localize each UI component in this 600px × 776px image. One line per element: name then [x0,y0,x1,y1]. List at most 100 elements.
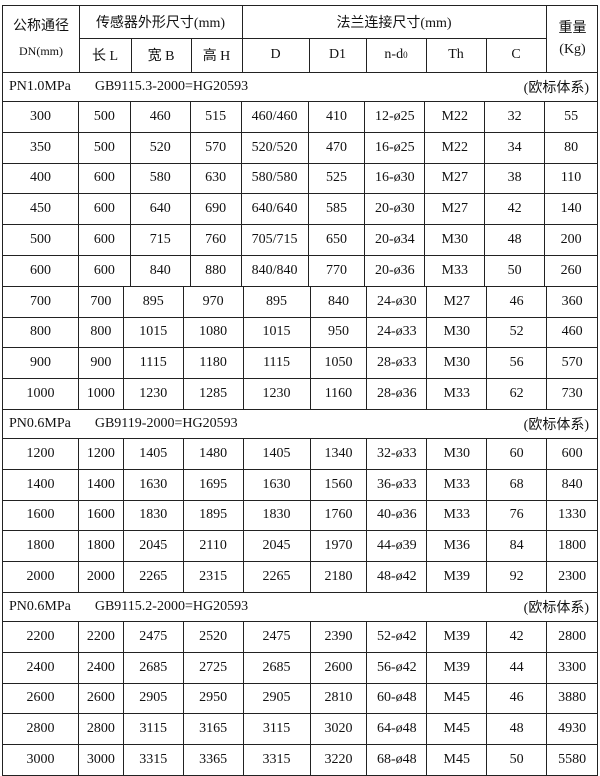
table-cell: 1800 [79,531,124,562]
table-cell: 2390 [311,621,368,652]
table-cell: 52 [487,317,548,348]
table-cell: 38 [485,163,546,194]
table-cell: 1340 [311,438,368,469]
table-cell: M22 [425,102,486,132]
table-cell: 840 [547,469,599,500]
table-cell: 650 [309,225,366,255]
table-cell: 460 [547,317,599,348]
table-cell: 3000 [79,745,124,775]
table-cell: 600 [79,255,131,286]
table-cell: 2200 [79,621,124,652]
table-cell: 1600 [3,500,79,531]
table-cell: M27 [425,194,486,225]
col-length: 长 L [91,49,119,64]
table-cell: 46 [487,286,548,317]
table-row: 1000 1000 1230 1285 1230 1160 28-ø36 M33 62 730 [2,379,599,410]
table-cell: M33 [427,379,488,409]
table-cell: 2045 [244,531,311,562]
table-cell: 895 [124,286,184,317]
table-cell: 3315 [124,745,184,775]
table-row: 2200 2200 2475 2520 2475 2390 52-ø42 M39 42 2800 [2,621,599,653]
table-cell: 770 [309,255,366,286]
table-cell: 1560 [311,469,368,500]
table-cell: 3365 [184,745,244,775]
pressure-rating: PN0.6MPa [9,415,71,431]
table-cell: 3165 [184,714,244,745]
table-cell: 500 [3,225,79,255]
table-cell: 900 [79,348,124,379]
standard-system: (欧标体系) [523,417,589,433]
table-row: 350 500 520 570 520/520 470 16-ø25 M22 34 80 [2,132,599,164]
table-cell: 1000 [3,379,79,409]
table-cell: 110 [545,163,599,194]
table-cell: 500 [79,132,131,163]
table-cell: 1015 [124,317,184,348]
table-cell: 2200 [3,621,79,652]
table-cell: 3220 [311,745,368,775]
table-cell: 2180 [311,562,368,592]
table-cell: 2475 [244,621,311,652]
table-cell: M39 [427,562,488,592]
flange-standard: GB9119-2000=HG20593 [94,415,238,431]
table-cell: M27 [425,163,486,194]
table-cell: 2400 [3,652,79,683]
table-cell: 1180 [184,348,244,379]
table-cell: 1000 [79,379,124,409]
table-cell: 1230 [124,379,184,409]
table-cell: 64-ø48 [367,714,428,745]
table-cell: 460/460 [242,102,309,132]
table-cell: M45 [427,714,488,745]
table-cell: 56 [487,348,548,379]
table-cell: 1050 [311,348,368,379]
table-cell: 2905 [244,683,311,714]
table-cell: 400 [3,163,79,194]
table-cell: 1895 [184,500,244,531]
table-row: 1800 1800 2045 2110 2045 1970 44-ø39 M36 84 1800 [2,531,599,563]
table-cell: 580 [131,163,191,194]
table-cell: 800 [3,317,79,348]
table-cell: 3300 [547,652,599,683]
table-row: 3000 3000 3315 3365 3315 3220 68-ø48 M45 50 5580 [2,745,599,776]
table-cell: 2265 [124,562,184,592]
table-cell: 48 [485,225,546,255]
table-cell: 1630 [244,469,311,500]
table-cell: 60 [487,438,548,469]
table-row: 800 800 1015 1080 1015 950 24-ø33 M30 52 460 [2,317,599,349]
table-row: 400 600 580 630 580/580 525 16-ø30 M27 38 110 [2,163,599,195]
table-cell: 20-ø30 [365,194,426,225]
table-cell: 2600 [79,683,124,714]
table-cell: 2045 [124,531,184,562]
table-cell: 715 [131,225,191,255]
flange-standard: GB9115.3-2000=HG20593 [94,79,249,94]
table-cell: 36-ø33 [367,469,428,500]
table-row: 700 700 895 970 895 840 24-ø30 M27 46 360 [2,286,599,318]
table-cell: 2685 [124,652,184,683]
table-cell: 56-ø42 [367,652,428,683]
table-cell: 1115 [124,348,184,379]
table-cell: 520 [131,132,191,163]
table-cell: 1400 [79,469,124,500]
table-cell: M30 [425,225,486,255]
table-cell: 1800 [547,531,599,562]
table-cell: M30 [427,438,488,469]
table-cell: 840 [311,286,368,317]
dn-label: 公称通径 [13,19,69,34]
table-cell: 92 [487,562,548,592]
table-header: 公称通径 DN(mm) 传感器外形尺寸(mm) 法兰连接尺寸(mm) 重量 (K… [2,5,598,73]
table-cell: 46 [487,683,548,714]
table-cell: 1405 [244,438,311,469]
table-cell: 700 [79,286,124,317]
table-cell: 1015 [244,317,311,348]
table-cell: 360 [547,286,599,317]
col-d1: D1 [328,47,347,62]
table-cell: 2000 [79,562,124,592]
table-cell: M39 [427,621,488,652]
table-cell: 68-ø48 [367,745,428,775]
table-cell: 600 [79,225,131,255]
table-cell: M30 [427,348,488,379]
col-height: 高 H [202,49,231,64]
table-cell: 140 [545,194,599,225]
table-cell: 2800 [79,714,124,745]
table-cell: 1480 [184,438,244,469]
table-cell: 50 [487,745,548,775]
